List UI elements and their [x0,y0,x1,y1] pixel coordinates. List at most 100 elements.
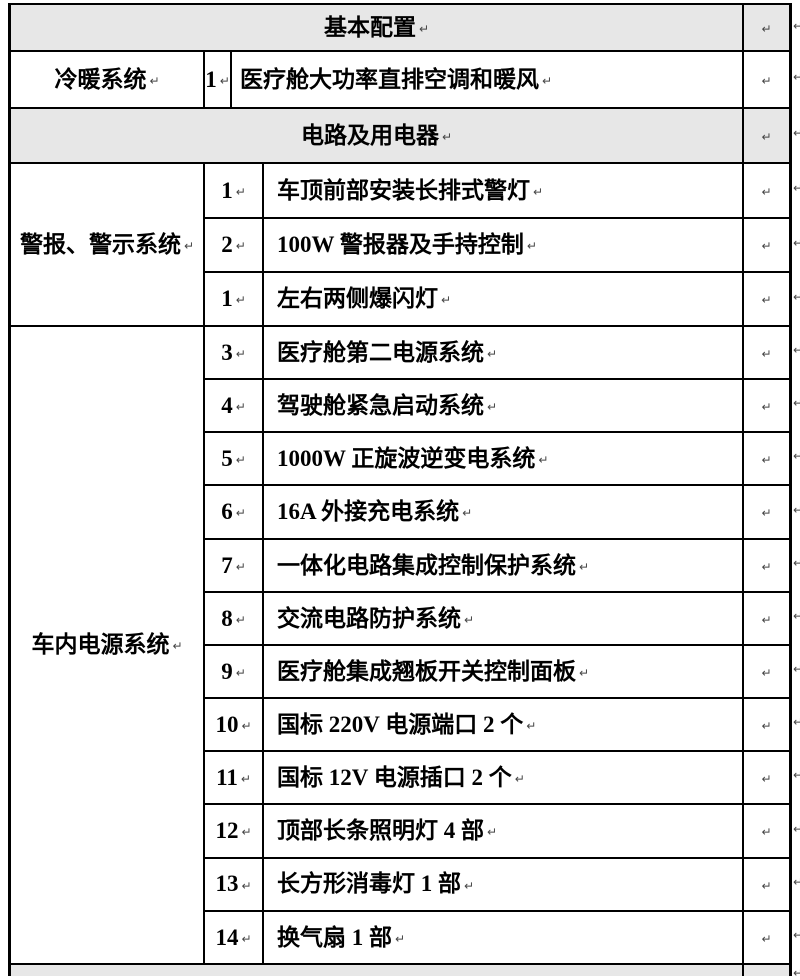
item-number: 12 ↵ [203,803,262,857]
item-description-text: 国标 220V 电源端口 2 个 [277,712,524,738]
item-number: 4 ↵ [203,378,262,432]
row-end-mark-icon: ↵ [793,966,800,980]
pilcrow-icon: ↵ [761,346,772,361]
end-column-cell: ↵ [742,50,789,107]
item-number: 2 ↵ [203,217,262,271]
item-description: 医疗舱大功率直排空调和暖风 ↵ [230,50,742,107]
item-description: 驾驶舱紧急启动系统 ↵ [262,378,742,432]
category-cooling: 冷暖系统 ↵ [11,50,203,107]
item-description: 车顶前部安装长排式警灯 ↵ [262,162,742,217]
item-description-text: 车顶前部安装长排式警灯 [277,177,530,203]
item-number: 9 ↵ [203,643,262,698]
item-number: 1 ↵ [203,162,262,217]
item-number: 6 ↵ [203,484,262,538]
end-column-cell: ↵ [742,5,789,50]
section-header-electric: 电路及用电器 ↵ [11,107,742,162]
item-description: 医疗舱第二电源系统 ↵ [262,325,742,379]
end-column-cell: ↵ [742,537,789,591]
pilcrow-icon: ↵ [761,612,772,627]
pilcrow-icon: ↵ [761,400,772,415]
pilcrow-icon: ↵ [526,719,537,734]
item-number-text: 11 [216,765,238,791]
item-description: 顶部长条照明灯 4 部 ↵ [262,803,742,857]
item-description-text: 驾驶舱紧急启动系统 [277,393,484,419]
pilcrow-icon: ↵ [235,239,246,254]
item-description-text: 交流电路防护系统 [277,605,461,631]
row-end-mark-icon: ↵ [793,503,800,517]
pilcrow-icon: ↵ [761,293,772,308]
item-description-text: 医疗舱大功率直排空调和暖风 [240,66,539,92]
pilcrow-icon: ↵ [579,559,590,574]
end-column-cell: ↵ [742,325,789,379]
row-end-mark-icon: ↵ [793,19,800,33]
pilcrow-icon: ↵ [487,346,498,361]
item-description: 长方形消毒灯 1 部 ↵ [262,856,742,910]
row-end-mark-icon: ↵ [793,928,800,942]
pilcrow-icon: ↵ [761,73,772,88]
end-column-cell: ↵ [742,378,789,432]
pilcrow-icon: ↵ [761,772,772,787]
section-header-basic-text: 基本配置 [323,14,416,40]
pilcrow-icon: ↵ [235,400,246,415]
end-column-cell: ↵ [742,484,789,538]
item-description: 100W 警报器及手持控制 ↵ [262,217,742,271]
item-description-text: 一体化电路集成控制保护系统 [277,552,576,578]
pilcrow-icon: ↵ [395,931,406,946]
item-number: 10 ↵ [203,697,262,751]
item-number-text: 3 [221,339,233,365]
row-end-mark-icon: ↵ [793,875,800,889]
pilcrow-icon: ↵ [235,293,246,308]
pilcrow-icon: ↵ [761,239,772,254]
pilcrow-icon: ↵ [241,931,252,946]
item-number-text: 2 [221,232,233,258]
pilcrow-icon: ↵ [418,21,430,36]
item-number: 3 ↵ [203,325,262,379]
category-alarm: 警报、警示系统 ↵ [11,162,203,325]
item-description: 16A 外接充电系统 ↵ [262,484,742,538]
pilcrow-icon: ↵ [441,293,452,308]
pilcrow-icon: ↵ [526,239,537,254]
item-number-text: 5 [221,446,233,472]
end-column-cell: ↵ [742,750,789,804]
pilcrow-icon: ↵ [219,73,230,88]
end-column-cell [742,962,789,976]
section-header-basic: 基本配置 ↵ [11,5,742,50]
pilcrow-icon: ↵ [183,238,195,253]
pilcrow-icon: ↵ [235,612,246,627]
item-number-text: 6 [221,499,233,525]
item-number-text: 1 [205,66,217,92]
item-description: 医疗舱集成翘板开关控制面板 ↵ [262,643,742,698]
item-number: 1 ↵ [203,271,262,325]
category-power: 车内电源系统 ↵ [11,325,203,963]
row-end-mark-icon: ↵ [793,343,800,357]
item-description: 1000W 正旋波逆变电系统 ↵ [262,431,742,485]
pilcrow-icon: ↵ [761,129,772,144]
pilcrow-icon: ↵ [761,184,772,199]
pilcrow-icon: ↵ [761,506,772,521]
item-description-text: 医疗舱集成翘板开关控制面板 [277,658,576,684]
item-description-text: 换气扇 1 部 [277,924,392,950]
item-number-text: 4 [221,393,233,419]
item-number-text: 7 [221,552,233,578]
pilcrow-icon: ↵ [241,825,252,840]
pilcrow-icon: ↵ [235,184,246,199]
item-number: 14 ↵ [203,909,262,963]
pilcrow-icon: ↵ [761,453,772,468]
pilcrow-icon: ↵ [761,21,772,36]
pilcrow-icon: ↵ [464,612,475,627]
row-end-mark-icon: ↵ [793,181,800,195]
end-column-cell: ↵ [742,107,789,162]
category-cooling-text: 冷暖系统 [54,66,147,92]
item-number-text: 10 [215,712,239,738]
item-description: 交流电路防护系统 ↵ [262,590,742,644]
item-description-text: 16A 外接充电系统 [277,499,460,525]
pilcrow-icon: ↵ [487,825,498,840]
pilcrow-icon: ↵ [149,73,160,88]
category-alarm-text: 警报、警示系统 [19,231,181,257]
pilcrow-icon: ↵ [579,665,590,680]
item-description-text: 医疗舱第二电源系统 [277,339,484,365]
row-end-mark-icon: ↵ [793,715,800,729]
item-number-text: 12 [215,818,239,844]
end-column-cell: ↵ [742,271,789,325]
item-number: 13 ↵ [203,856,262,910]
